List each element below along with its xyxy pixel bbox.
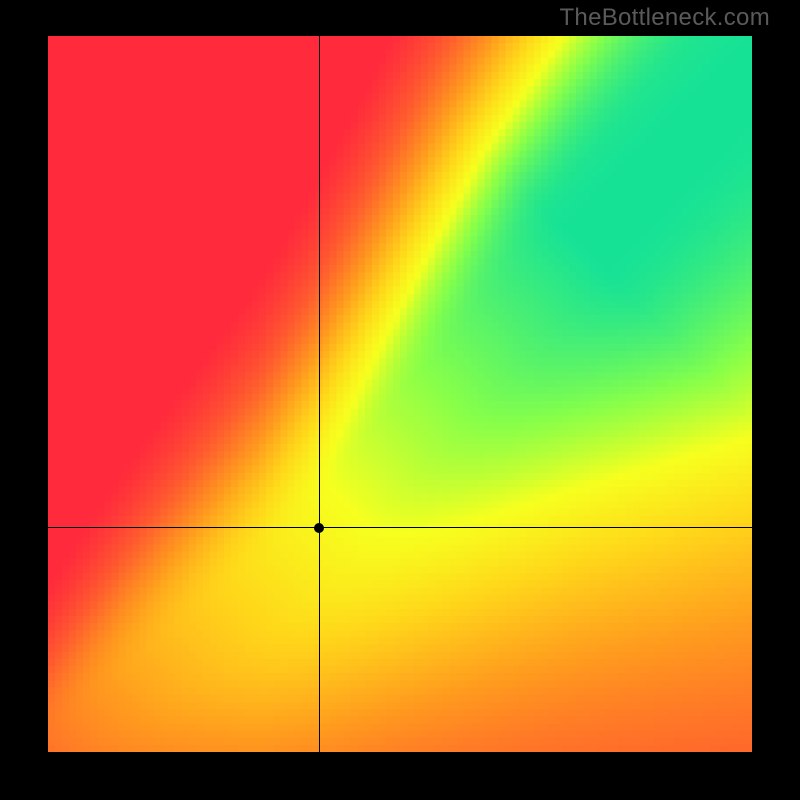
plot-area (48, 36, 752, 752)
chart-outer: TheBottleneck.com (0, 0, 800, 800)
heatmap-canvas (48, 36, 752, 752)
crosshair-vertical (319, 36, 320, 752)
watermark-text: TheBottleneck.com (559, 4, 770, 32)
crosshair-horizontal (48, 527, 752, 528)
crosshair-dot (314, 523, 324, 533)
